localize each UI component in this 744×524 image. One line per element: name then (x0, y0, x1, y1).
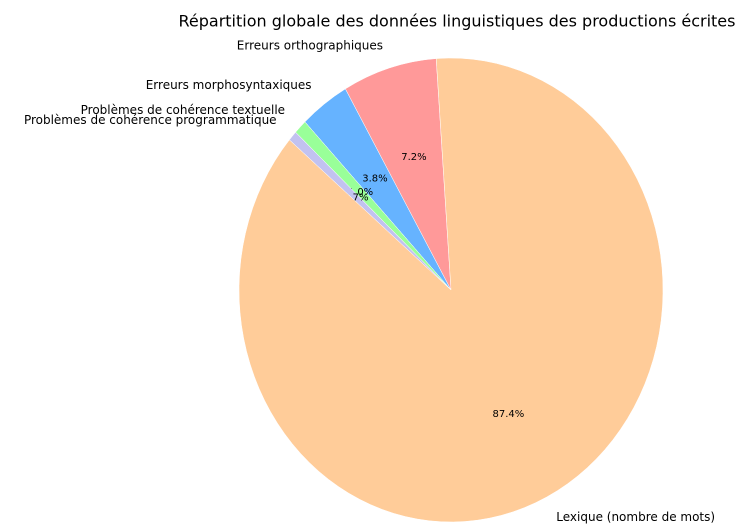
value-label: 3.8% (362, 173, 387, 184)
value-label: 0.7% (343, 193, 368, 204)
pie-slice (345, 58, 452, 291)
slice-label: Problèmes de cohérence programmatique (24, 113, 277, 127)
chart-title: Répartition globale des données linguist… (179, 12, 736, 31)
slice-label: Lexique (nombre de mots) (556, 510, 715, 524)
slice-label: Erreurs morphosyntaxiques (146, 78, 312, 92)
value-label: 7.2% (401, 152, 426, 163)
slice-label: Problèmes de cohérence textuelle (81, 103, 285, 117)
slice-label: Erreurs orthographiques (237, 38, 383, 52)
value-label: 87.4% (493, 409, 525, 420)
value-label: 1.0% (348, 187, 373, 198)
pie-slice (238, 57, 664, 523)
